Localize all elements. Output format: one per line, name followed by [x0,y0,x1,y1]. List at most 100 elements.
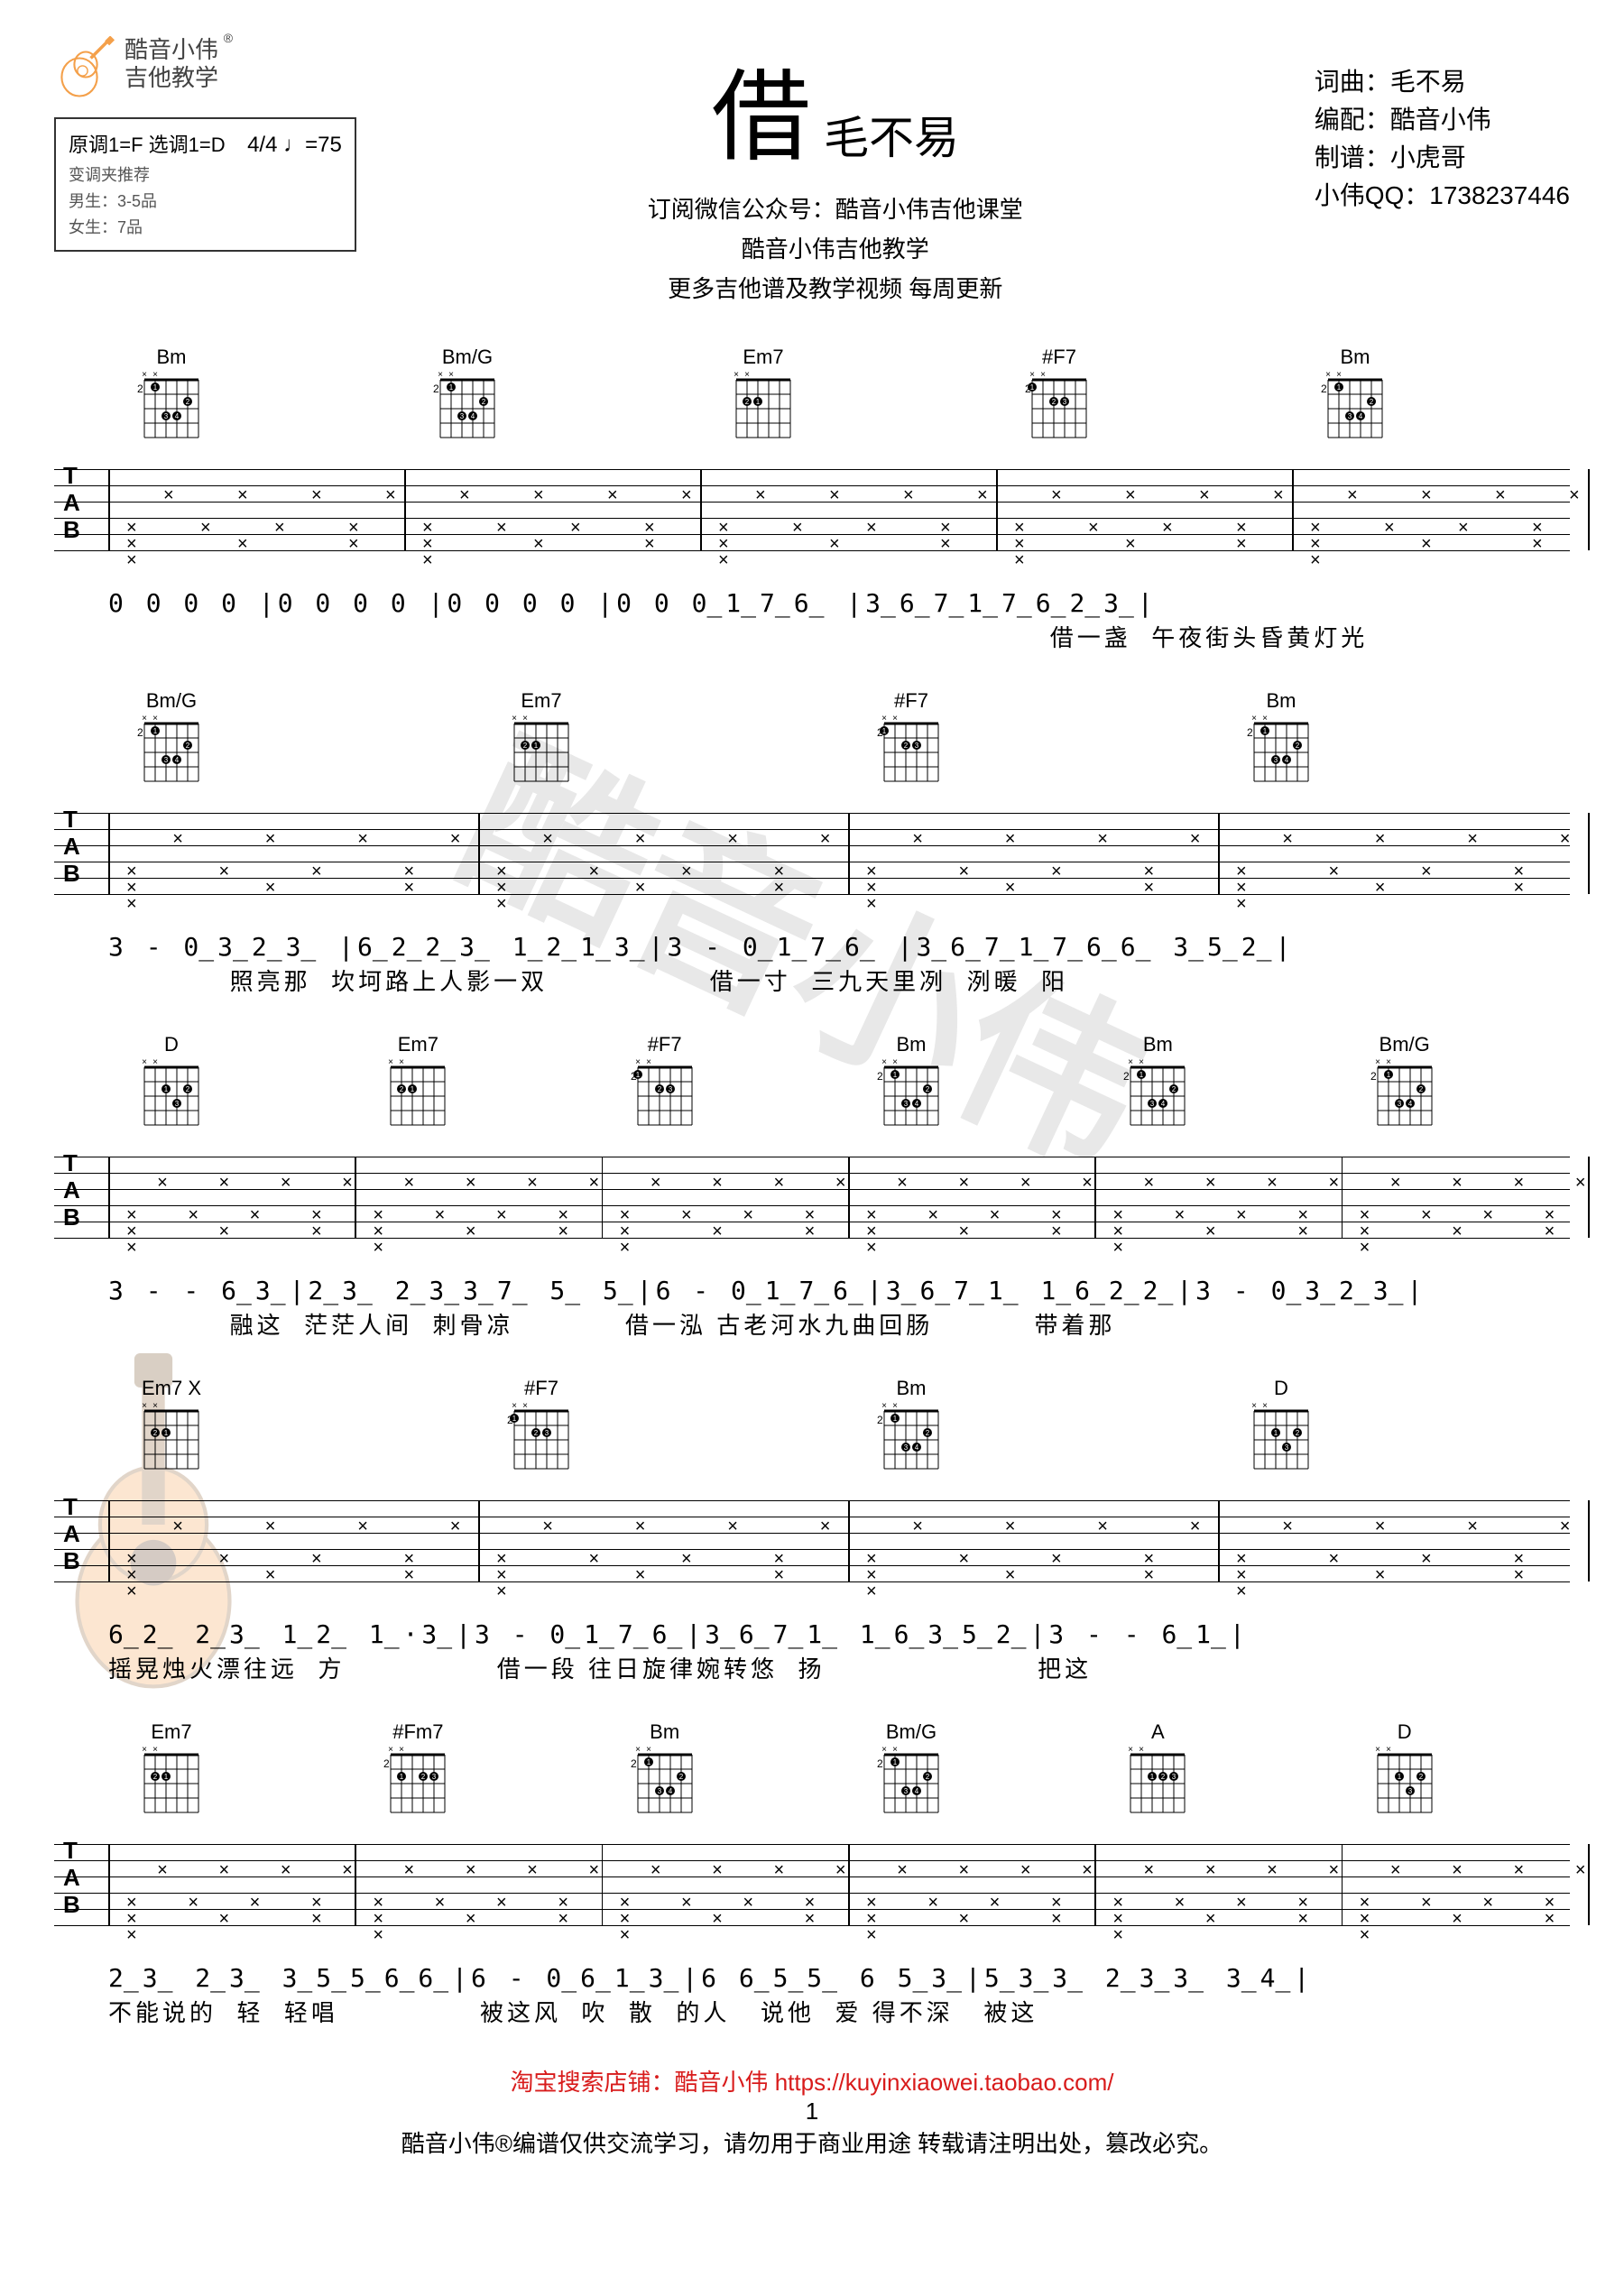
svg-text:3: 3 [904,1100,909,1108]
title-area: 借 毛不易 订阅微信公众号：酷音小伟吉他课堂 酷音小伟吉他教学 更多吉他谱及教学… [356,36,1315,309]
chord-diagram: Em7 ××21 [496,689,586,800]
chord-name: Bm/G [866,1720,956,1744]
svg-text:×: × [152,1746,158,1755]
footer: 淘宝搜索店铺：酷音小伟 https://kuyinxiaowei.taobao.… [54,2064,1570,2159]
svg-text:2: 2 [383,1757,390,1770]
capo-female: 女生：7品 [69,215,342,241]
lyrics-row: 照亮那 坎坷路上人影一双 借一寸 三九天里冽 洌暖 阳 [54,964,1570,997]
svg-text:3: 3 [164,756,169,764]
svg-text:2: 2 [1370,1070,1377,1083]
svg-text:2: 2 [1172,1085,1176,1093]
svg-text:1: 1 [893,1071,898,1079]
chord-diagram: Bm ××21342 [1236,689,1326,800]
svg-text:2: 2 [1370,398,1374,406]
chord-diagram: #F7 ××2231 [496,1377,586,1488]
svg-text:3: 3 [657,1787,661,1795]
svg-text:4: 4 [668,1787,672,1795]
chord-name: #F7 [620,1033,710,1056]
svg-text:1: 1 [1140,1071,1144,1079]
system-5: Em7 ××21 #Fm7 ××2123 Bm ××21342 Bm/G ××2… [54,1720,1570,2028]
svg-text:×: × [744,371,750,380]
brand-text: 酷音小伟 吉他教学 ® [125,36,218,92]
chord-diagram: D ××123 [1236,1377,1326,1488]
svg-text:×: × [892,1402,898,1411]
svg-text:2: 2 [657,1085,661,1093]
svg-text:3: 3 [1063,398,1067,406]
chord-name: Bm [866,1377,956,1400]
svg-text:2: 2 [421,1773,426,1781]
svg-text:×: × [448,371,454,380]
svg-text:2: 2 [137,383,143,395]
svg-text:1: 1 [1397,1773,1401,1781]
svg-text:3: 3 [1172,1773,1176,1781]
chord-diagram: Em7 X ××21 [126,1377,217,1488]
svg-text:1: 1 [756,398,761,406]
numbered-notation: 2̲3̲ 2̲3̲ 3̲5̲5̲6̲6̲|6 - 0̲6̲1̲3̲|6 6̲5̲… [54,1963,1570,1993]
chord-diagram: #F7 ××2231 [866,689,956,800]
svg-text:1: 1 [534,742,539,750]
page-number: 1 [54,2098,1570,2125]
svg-text:1: 1 [646,1758,651,1766]
chord-diagram: Bm ××21342 [1310,346,1400,456]
numbered-notation: 3 - 0̲3̲2̲3̲ |6̲2̲2̲3̲ 1̲2̲1̲3̲|3 - 0̲1̲… [54,932,1570,962]
numbered-notation: 3 - - 6̲3̲|2̲3̲ 2̲3̲3̲7̲ 5̲ 5̲|6 - 0̲1̲7… [54,1276,1570,1305]
logo-area: 酷音小伟 吉他教学 ® [54,36,356,99]
svg-text:2: 2 [1321,383,1327,395]
svg-text:×: × [1325,371,1331,380]
numbered-notation: 6̲2̲ 2̲3̲ 1̲2̲ 1̲·3̲|3 - 0̲1̲7̲6̲|3̲6̲7̲… [54,1619,1570,1649]
svg-text:1: 1 [153,727,158,735]
chord-diagram: D ××123 [1360,1720,1450,1831]
song-title: 借 [712,36,811,180]
capo-label: 变调夹推荐 [69,162,342,189]
svg-text:2: 2 [400,1085,404,1093]
svg-text:×: × [152,1058,158,1067]
tab-staff: TAB×××××××××××××××××××××××××××××××××××××… [54,460,1570,577]
lyrics-row: 借一盏 午夜街头昏黄灯光 [54,620,1570,653]
svg-text:2: 2 [433,383,439,395]
artist-name: 毛不易 [824,102,959,167]
header: 酷音小伟 吉他教学 ® 原调1=F 选调1=D 4/4 ♩=75 变调夹推荐 男… [54,36,1570,309]
svg-text:×: × [892,1746,898,1755]
chord-row: D ××123 Em7 ××21 #F7 ××2231 Bm ××21342 B… [54,1033,1570,1144]
svg-text:×: × [522,1402,528,1411]
svg-text:2: 2 [926,1429,930,1437]
svg-text:×: × [1375,1058,1380,1067]
svg-text:1: 1 [1386,1071,1390,1079]
svg-text:3: 3 [432,1773,437,1781]
svg-text:2: 2 [877,1070,883,1083]
svg-text:2: 2 [1296,742,1300,750]
svg-text:4: 4 [915,1443,919,1452]
svg-text:×: × [881,1402,887,1411]
svg-text:3: 3 [1397,1100,1401,1108]
system-4: Em7 X ××21 #F7 ××2231 Bm ××21342 D ××123… [54,1377,1570,1684]
svg-text:×: × [1139,1746,1144,1755]
chord-name: Bm [126,346,217,369]
svg-text:2: 2 [153,1429,158,1437]
svg-text:1: 1 [164,1085,169,1093]
svg-text:1: 1 [411,1085,415,1093]
chord-name: Bm/G [126,689,217,713]
svg-text:×: × [1251,715,1257,724]
svg-text:×: × [512,715,517,724]
svg-text:×: × [892,1058,898,1067]
svg-text:3: 3 [1274,756,1278,764]
svg-text:×: × [142,1058,147,1067]
svg-text:×: × [1386,1746,1391,1755]
svg-text:2: 2 [1247,726,1253,739]
svg-text:1: 1 [1150,1773,1155,1781]
svg-text:2: 2 [186,1085,190,1093]
svg-text:1: 1 [400,1773,404,1781]
chord-name: Bm [866,1033,956,1056]
chord-name: Bm [1236,689,1326,713]
svg-text:2: 2 [1296,1429,1300,1437]
credit-qq: 小伟QQ：1738237446 [1315,177,1570,215]
svg-text:2: 2 [678,1773,683,1781]
chord-row: Em7 ××21 #Fm7 ××2123 Bm ××21342 Bm/G ××2… [54,1720,1570,1831]
svg-text:2: 2 [1123,1070,1130,1083]
chord-name: Bm [1310,346,1400,369]
chord-name: Em7 [718,346,808,369]
svg-text:×: × [1139,1058,1144,1067]
svg-text:4: 4 [1285,756,1289,764]
footer-notice: 酷音小伟®编谱仅供交流学习，请勿用于商业用途 转载请注明出处，篡改必究。 [54,2125,1570,2159]
tab-staff: TAB×××××××××××××××××××××××××××××××××××××… [54,1835,1570,1952]
